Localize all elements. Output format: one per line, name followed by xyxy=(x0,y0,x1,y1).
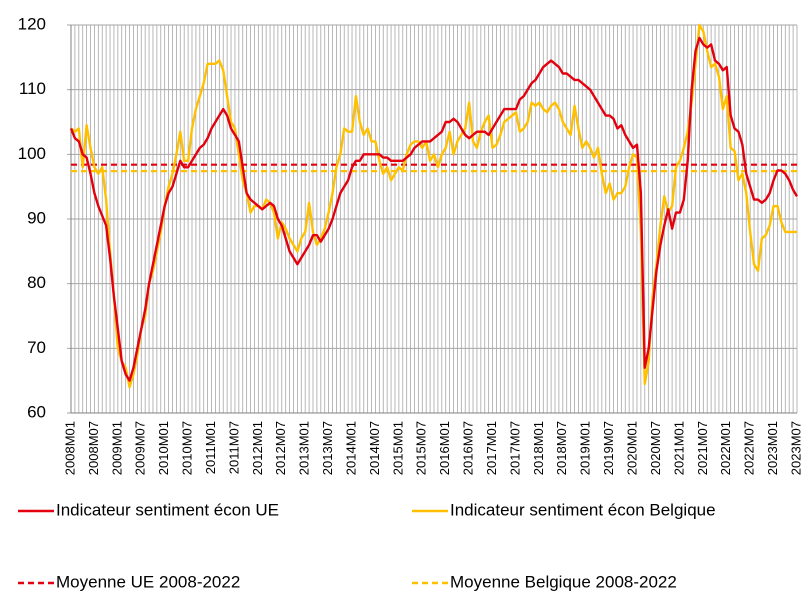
x-tick-label: 2008M07 xyxy=(86,421,101,475)
x-tick-label: 2023M01 xyxy=(765,421,780,475)
x-tick-label: 2010M07 xyxy=(180,421,195,475)
y-tick-label: 120 xyxy=(18,14,46,33)
y-tick-label: 100 xyxy=(18,144,46,163)
x-tick-label: 2012M07 xyxy=(273,421,288,475)
x-tick-label: 2017M07 xyxy=(507,421,522,475)
y-tick-label: 70 xyxy=(27,338,46,357)
x-tick-label: 2016M07 xyxy=(461,421,476,475)
x-tick-label: 2019M01 xyxy=(578,421,593,475)
y-tick-label: 90 xyxy=(27,208,46,227)
x-tick-label: 2010M01 xyxy=(156,421,171,475)
x-tick-label: 2013M07 xyxy=(320,421,335,475)
legend-label: Indicateur sentiment écon Belgique xyxy=(450,500,716,519)
y-tick-label: 110 xyxy=(19,79,46,98)
x-tick-label: 2015M07 xyxy=(414,421,429,475)
x-tick-label: 2015M01 xyxy=(390,421,405,475)
series-line xyxy=(70,23,797,389)
x-tick-label: 2018M07 xyxy=(554,421,569,475)
legend-label: Indicateur sentiment écon UE xyxy=(56,500,279,519)
x-tick-label: 2016M01 xyxy=(437,421,452,475)
y-tick-label: 60 xyxy=(27,402,46,421)
x-tick-label: 2011M01 xyxy=(203,421,218,474)
x-tick-label: 2022M01 xyxy=(718,421,733,475)
x-tick-label: 2019M07 xyxy=(601,421,616,475)
x-tick-label: 2022M07 xyxy=(742,421,757,475)
x-tick-label: 2020M07 xyxy=(648,421,663,475)
x-tick-label: 2017M01 xyxy=(484,421,499,475)
x-tick-label: 2014M01 xyxy=(343,421,358,475)
x-tick-label: 2012M01 xyxy=(250,421,265,475)
x-tick-label: 2009M07 xyxy=(133,421,148,475)
series-line xyxy=(69,36,799,382)
x-tick-label: 2020M01 xyxy=(625,421,640,475)
x-tick-label: 2013M01 xyxy=(297,421,312,475)
x-tick-label: 2011M07 xyxy=(226,421,241,474)
legend-label: Moyenne UE 2008-2022 xyxy=(56,572,240,591)
x-tick-label: 2021M07 xyxy=(695,421,710,475)
legend-label: Moyenne Belgique 2008-2022 xyxy=(450,572,677,591)
y-tick-label: 80 xyxy=(27,273,46,292)
x-tick-label: 2023M07 xyxy=(788,421,803,475)
x-tick-label: 2008M01 xyxy=(62,421,77,475)
x-tick-label: 2014M07 xyxy=(367,421,382,475)
x-tick-label: 2021M01 xyxy=(671,421,686,475)
x-tick-label: 2018M01 xyxy=(531,421,546,475)
x-tick-label: 2009M01 xyxy=(109,421,124,475)
